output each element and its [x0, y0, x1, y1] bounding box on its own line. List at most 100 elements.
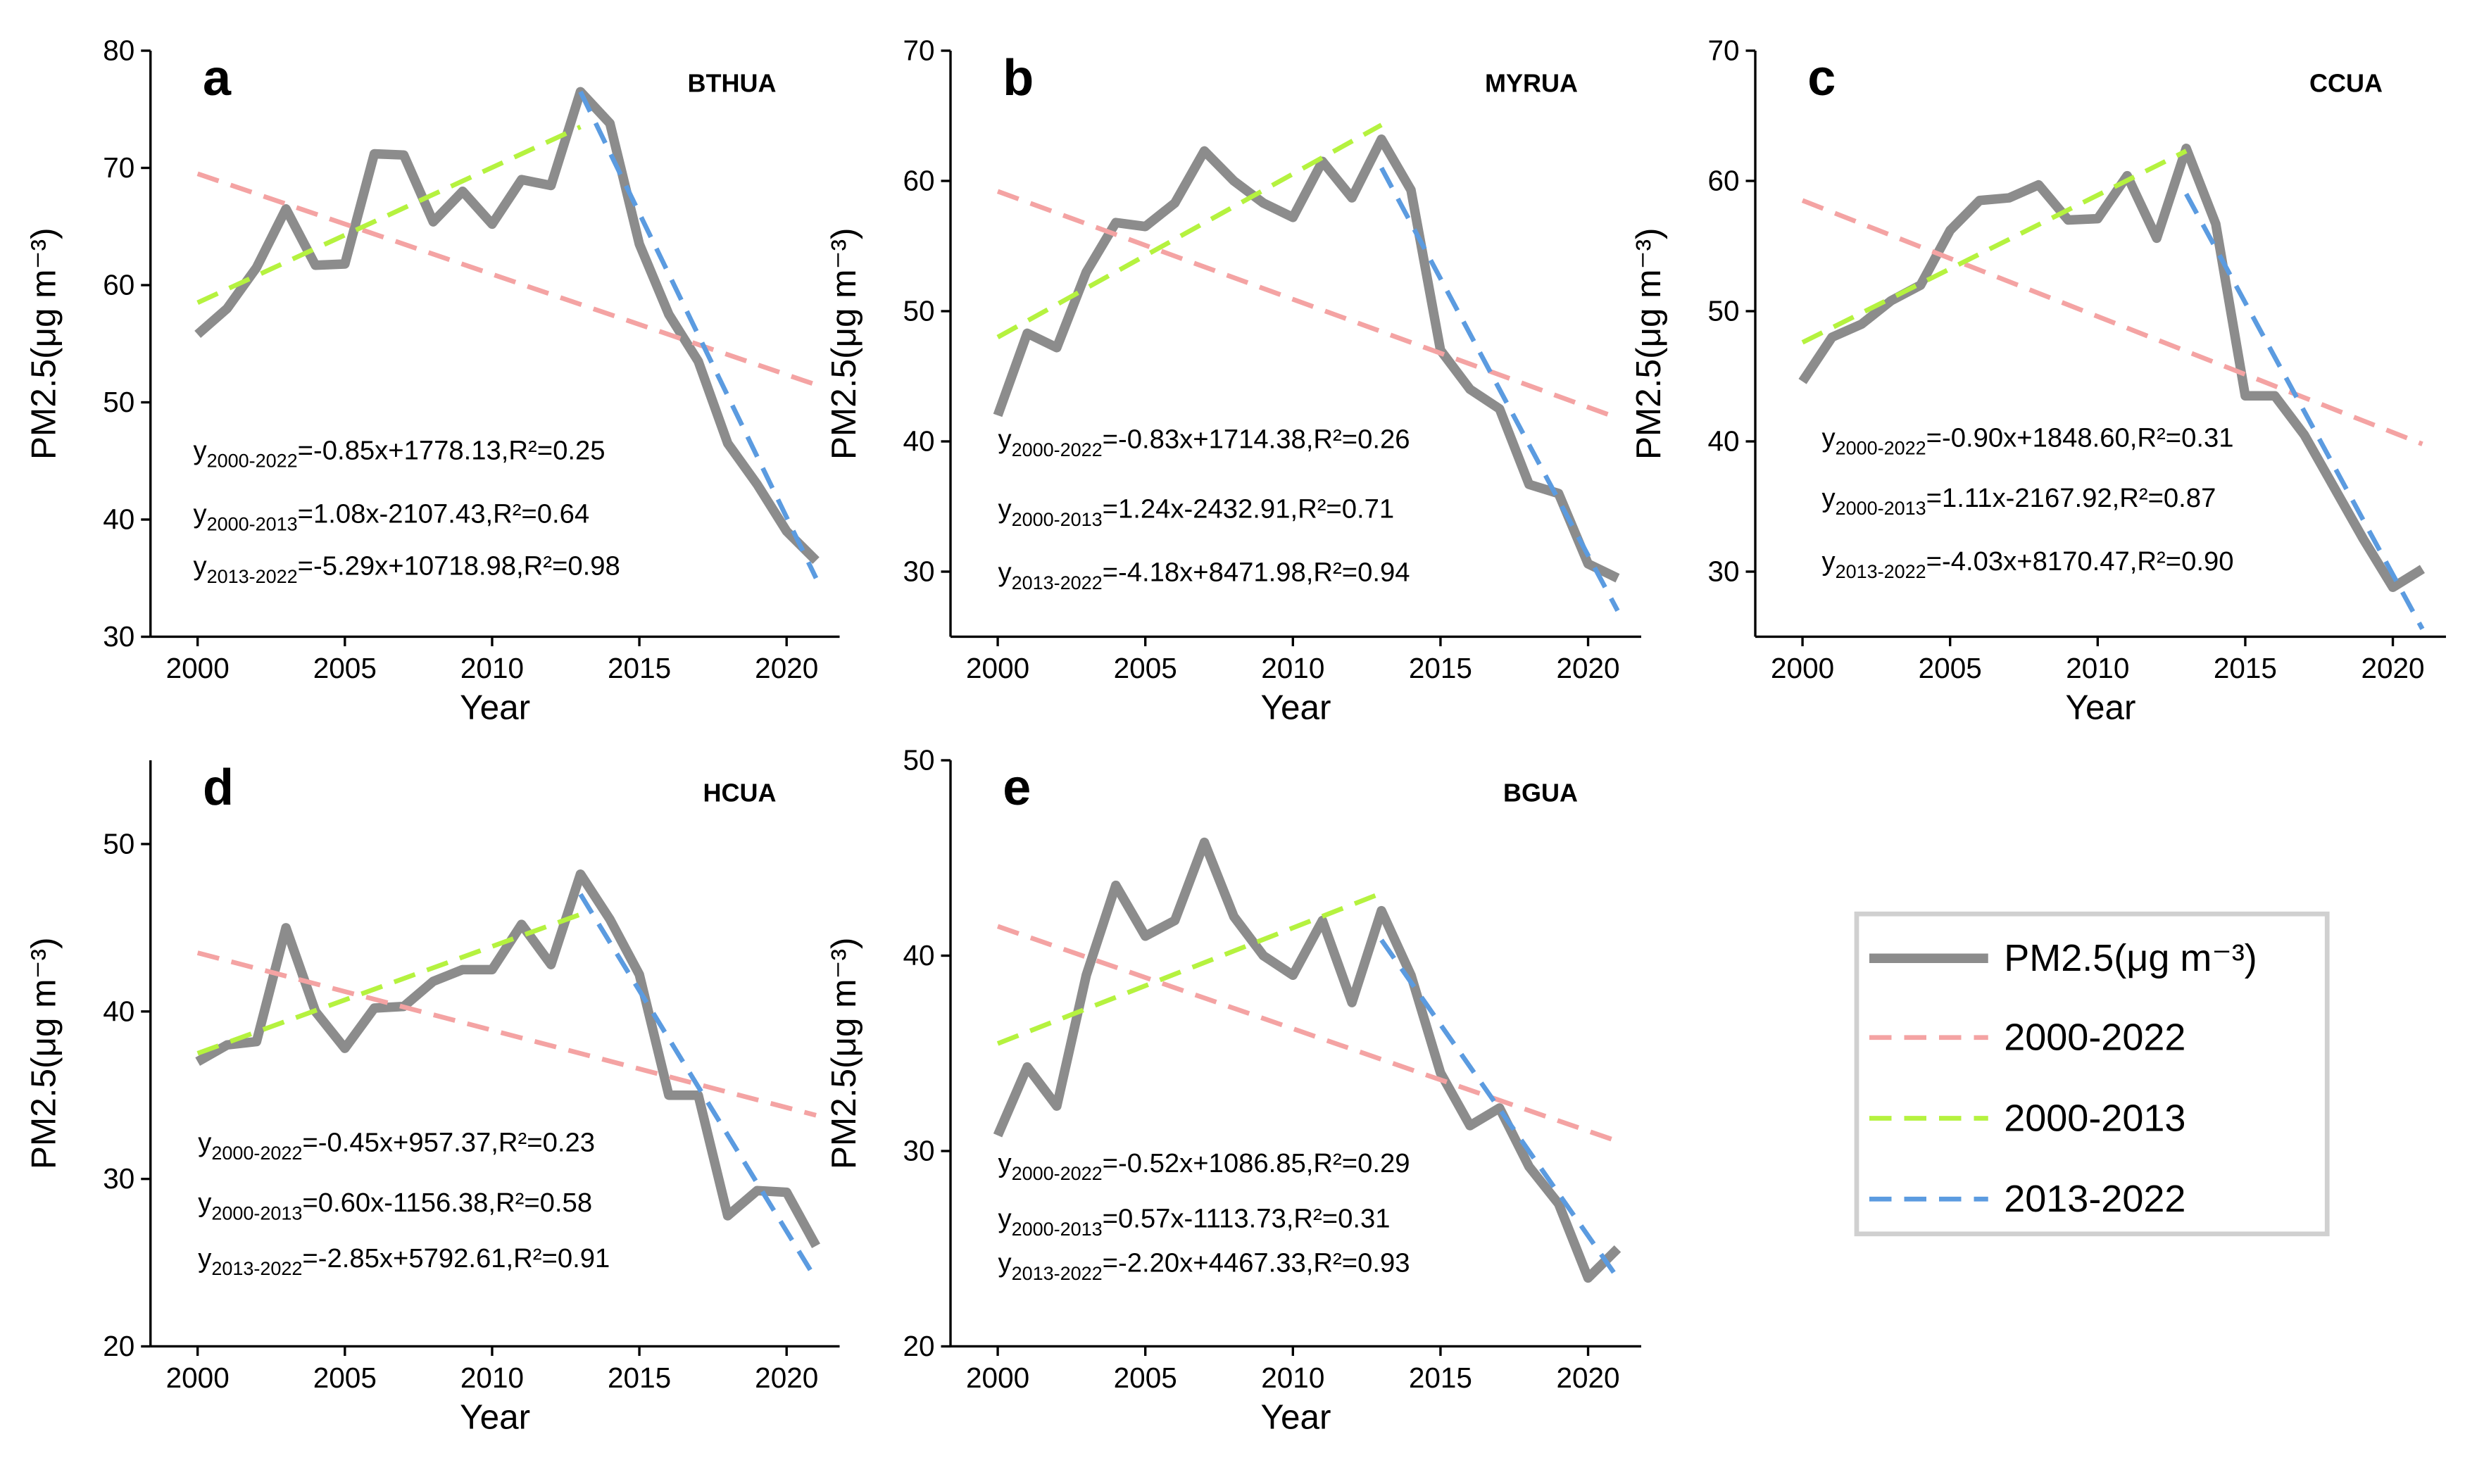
trend-line	[1801, 149, 2188, 345]
y-tick-label: 50	[103, 386, 134, 418]
chart-title: HCUA	[703, 778, 777, 807]
equation-prefix: y	[998, 1204, 1012, 1234]
trend-line	[996, 891, 1383, 1046]
x-tick-label: 2000	[166, 652, 230, 684]
equation-text: =1.11x-2167.92,R²=0.87	[1926, 483, 2216, 513]
y-tick-label: 40	[903, 425, 934, 457]
y-tick-label: 50	[1707, 294, 1739, 327]
trend-line	[196, 171, 817, 387]
trend-line	[996, 924, 1619, 1144]
equation: y2000-2013=1.11x-2167.92,R²=0.87	[1821, 483, 2216, 519]
equation-prefix: y	[198, 1243, 212, 1274]
x-tick-label: 2010	[2066, 652, 2129, 684]
trend-line	[996, 189, 1619, 420]
trend-line	[1379, 166, 1620, 612]
equation-subscript: 2013-2022	[1012, 1263, 1103, 1284]
equation: y2000-2013=0.60x-1156.38,R²=0.58	[198, 1188, 592, 1224]
equation-prefix: y	[998, 558, 1012, 588]
equation-subscript: 2000-2013	[1012, 1219, 1103, 1240]
equation-prefix: y	[194, 498, 208, 529]
y-tick-label: 70	[1707, 34, 1739, 66]
y-tick-label: 30	[103, 1162, 134, 1195]
x-tick-label: 2015	[608, 1362, 671, 1394]
x-tick-label: 2010	[1261, 1362, 1324, 1394]
y-tick-label: 20	[903, 1330, 934, 1362]
y-tick-label: 40	[903, 939, 934, 971]
x-tick-label: 2020	[1557, 1362, 1620, 1394]
x-axis-label: Year	[1261, 1397, 1331, 1436]
x-tick-label: 2005	[313, 652, 377, 684]
x-tick-label: 2010	[460, 1362, 524, 1394]
equation-text: =-2.20x+4467.33,R²=0.93	[1103, 1248, 1410, 1278]
equation-subscript: 2000-2022	[1012, 1163, 1103, 1184]
y-axis-label: PM2.5(μg m⁻³)	[824, 937, 863, 1169]
equation-text: =-5.29x+10718.98,R²=0.98	[298, 551, 620, 581]
y-tick-label: 60	[1707, 164, 1739, 196]
equation-text: =0.57x-1113.73,R²=0.31	[1103, 1204, 1391, 1234]
x-tick-label: 2020	[755, 652, 818, 684]
equation-prefix: y	[998, 494, 1012, 524]
x-axis-label: Year	[1261, 688, 1331, 727]
x-tick-label: 2000	[966, 1362, 1029, 1394]
data-line	[993, 837, 1622, 1283]
equation: y2013-2022=-4.18x+8471.98,R²=0.94	[998, 558, 1410, 593]
equation-subscript: 2000-2022	[1836, 438, 1926, 459]
y-tick-label: 40	[103, 503, 134, 535]
equation: y2013-2022=-2.20x+4467.33,R²=0.93	[998, 1248, 1410, 1284]
equation-prefix: y	[998, 1248, 1012, 1278]
equation-prefix: y	[1821, 483, 1836, 513]
equation-subscript: 2000-2013	[1836, 498, 1926, 519]
x-tick-label: 2010	[460, 652, 524, 684]
equation-prefix: y	[194, 435, 208, 465]
chart-title: CCUA	[2309, 68, 2383, 97]
y-tick-label: 50	[903, 294, 934, 327]
panel-letter: a	[203, 50, 232, 106]
equation: y2000-2022=-0.45x+957.37,R²=0.23	[198, 1128, 595, 1164]
legend-label: 2000-2013	[2004, 1097, 2185, 1139]
legend-label: PM2.5(μg m⁻³)	[2004, 937, 2257, 979]
y-axis-label: PM2.5(μg m⁻³)	[25, 937, 63, 1169]
data-line	[194, 87, 820, 565]
data-line	[1798, 143, 2425, 592]
trend-line	[196, 950, 817, 1118]
equation-subscript: 2000-2022	[211, 1143, 302, 1164]
equation: y2000-2013=1.08x-2107.43,R²=0.64	[194, 498, 590, 534]
equation-subscript: 2013-2022	[1012, 572, 1103, 593]
data-line	[195, 869, 820, 1249]
x-tick-label: 2015	[2214, 652, 2277, 684]
equation: y2013-2022=-2.85x+5792.61,R²=0.91	[198, 1243, 610, 1279]
panel-letter: b	[1003, 50, 1034, 106]
x-tick-label: 2015	[1409, 1362, 1472, 1394]
trend-line	[996, 122, 1383, 339]
equation: y2000-2013=0.57x-1113.73,R²=0.31	[998, 1204, 1391, 1240]
equation-text: =-2.85x+5792.61,R²=0.91	[302, 1243, 610, 1274]
equation-subscript: 2013-2022	[1836, 561, 1926, 582]
legend-label: 2000-2022	[2004, 1017, 2185, 1059]
y-tick-label: 30	[903, 1134, 934, 1167]
legend-label: 2013-2022	[2004, 1178, 2185, 1220]
trend-line	[578, 893, 818, 1281]
equation: y2013-2022=-5.29x+10718.98,R²=0.98	[194, 551, 620, 587]
chart-title: BTHUA	[688, 68, 777, 97]
equation: y2000-2022=-0.85x+1778.13,R²=0.25	[194, 435, 606, 471]
equation-text: =-0.45x+957.37,R²=0.23	[302, 1128, 595, 1158]
equation-subscript: 2013-2022	[211, 1258, 302, 1279]
equation: y2000-2022=-0.52x+1086.85,R²=0.29	[998, 1148, 1410, 1184]
x-axis-label: Year	[2066, 688, 2136, 727]
x-tick-label: 2020	[2361, 652, 2425, 684]
y-axis-label: PM2.5(μg m⁻³)	[25, 227, 63, 460]
x-tick-label: 2020	[1557, 652, 1620, 684]
y-tick-label: 70	[903, 34, 934, 66]
y-tick-label: 40	[1707, 425, 1739, 457]
y-tick-label: 30	[1707, 555, 1739, 587]
trend-line	[196, 125, 582, 306]
y-tick-label: 60	[903, 164, 934, 196]
equation-text: =0.60x-1156.38,R²=0.58	[302, 1188, 592, 1218]
equation: y2000-2022=-0.90x+1848.60,R²=0.31	[1821, 422, 2233, 458]
x-tick-label: 2015	[1409, 652, 1472, 684]
y-tick-label: 80	[103, 34, 134, 66]
panel-letter: d	[203, 760, 234, 816]
equation: y2013-2022=-4.03x+8170.47,R²=0.90	[1821, 546, 2233, 582]
equation-text: =1.24x-2432.91,R²=0.71	[1103, 494, 1395, 524]
x-tick-label: 2000	[966, 652, 1029, 684]
